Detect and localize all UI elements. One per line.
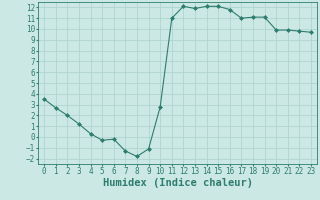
X-axis label: Humidex (Indice chaleur): Humidex (Indice chaleur) [103, 178, 252, 188]
